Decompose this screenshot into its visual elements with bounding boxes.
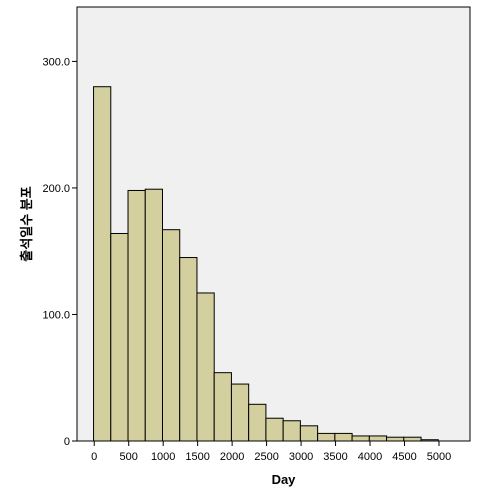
y-tick-label: 300.0 [42, 56, 70, 68]
x-tick-label: 0 [91, 451, 97, 463]
histogram-bar [403, 436, 422, 442]
x-tick-label: 2000 [220, 451, 244, 463]
histogram-bar [334, 432, 353, 442]
histogram-bar [230, 383, 250, 442]
x-ticks-group: 0 500 1000 1500 2000 2500 3000 3500 4000 4500 5000 [91, 441, 451, 463]
y-tick-label: 0 [64, 436, 70, 448]
x-axis-title: Day [272, 472, 297, 487]
histogram-bar [179, 257, 198, 442]
histogram-bar [351, 435, 370, 442]
x-tick-label: 4500 [392, 451, 416, 463]
histogram-bar [265, 417, 284, 442]
histogram-bar [196, 292, 215, 442]
histogram-bar [299, 425, 319, 442]
histogram-bar [282, 420, 301, 442]
y-tick-label: 100.0 [42, 309, 70, 321]
x-tick-label: 2500 [254, 451, 278, 463]
histogram-bar [127, 189, 146, 442]
histogram-bar [93, 86, 112, 442]
histogram-bar [386, 436, 405, 442]
y-axis-title: 출석일수 분포 [19, 186, 34, 261]
x-tick-label: 1500 [185, 451, 209, 463]
histogram-bar [317, 432, 336, 442]
histogram-bar [213, 372, 232, 442]
histogram-bar [110, 232, 129, 442]
x-tick-label: 4000 [358, 451, 382, 463]
x-tick-label: 5000 [427, 451, 451, 463]
x-tick-label: 500 [120, 451, 138, 463]
histogram-bar [368, 435, 388, 442]
histogram-bar [144, 188, 163, 442]
histogram-bar [161, 229, 181, 442]
histogram-bar [248, 403, 267, 442]
y-tick-label: 200.0 [42, 183, 70, 195]
y-ticks-group: 0 100.0 200.0 300.0 [42, 56, 77, 448]
bars-group [93, 86, 439, 442]
x-tick-label: 3000 [289, 451, 313, 463]
x-tick-label: 3500 [323, 451, 347, 463]
x-tick-label: 1000 [151, 451, 175, 463]
